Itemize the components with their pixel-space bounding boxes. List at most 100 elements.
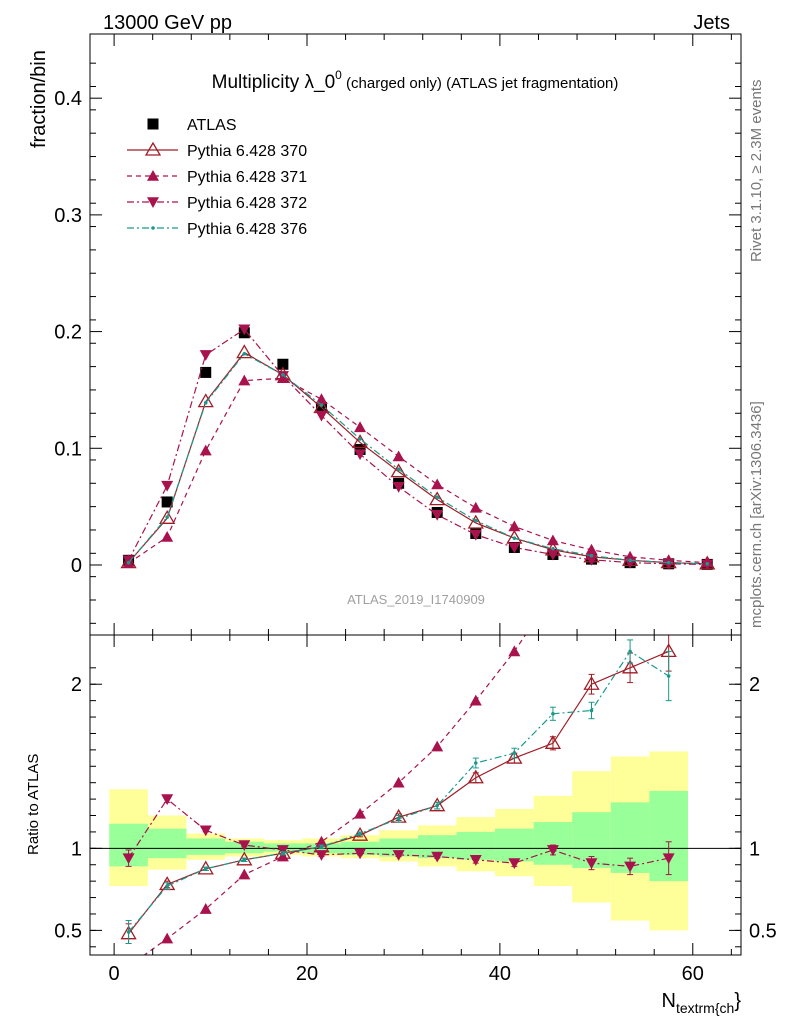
- y-tick-label: 0.1: [54, 438, 82, 460]
- uncertainty-band-green: [379, 838, 418, 857]
- ratio-point: [123, 960, 135, 971]
- ratio-plot-area: [90, 383, 741, 971]
- ratio-point: [354, 807, 367, 819]
- series-2: [122, 372, 714, 569]
- ratio-point: [199, 903, 212, 914]
- uncertainty-band-green: [417, 835, 457, 859]
- series-line: [128, 328, 708, 565]
- ratio-point: [429, 797, 446, 812]
- series-3: [122, 324, 714, 571]
- series-line: [128, 377, 708, 564]
- ratio-point: [508, 858, 521, 870]
- uncertainty-band-green: [147, 828, 187, 859]
- data-point: [431, 510, 444, 521]
- ratio-y-axis: 0.5 0.5 1 1 2 2: [54, 667, 777, 948]
- ratio-point: [161, 932, 174, 944]
- legend-marker: [144, 141, 162, 156]
- data-point: [589, 553, 594, 558]
- y-tick-label: 0: [71, 555, 82, 577]
- series-1: [120, 344, 716, 570]
- ratio-series-2: [122, 794, 675, 876]
- data-point: [126, 560, 131, 565]
- ratio-point: [281, 851, 285, 856]
- ratio-panel: 0.5 0.5 1 1 2 2 0 20 40 60 Ratio to ATLAS: [25, 383, 777, 985]
- ratio-point: [628, 649, 632, 654]
- data-point: [315, 393, 328, 405]
- ratio-point: [319, 844, 324, 849]
- data-point: [197, 393, 214, 408]
- x-tick-label: 60: [682, 963, 704, 985]
- mcplots-reference-label: mcplots.cern.ch [arXiv:1306.3436]: [748, 401, 765, 628]
- series-0: [123, 327, 713, 570]
- series-4: [126, 351, 710, 566]
- data-point: [435, 495, 440, 500]
- ratio-point: [467, 769, 484, 784]
- data-point: [469, 501, 482, 513]
- legend-item: Pythia 6.428 370: [127, 141, 307, 160]
- ratio-point: [585, 858, 598, 870]
- legend-label: Pythia 6.428 376: [187, 221, 307, 238]
- data-point: [319, 403, 324, 407]
- ratio-point: [508, 645, 521, 657]
- ratio-point: [547, 588, 559, 599]
- legend-item: Pythia 6.428 376: [127, 221, 307, 238]
- data-point: [161, 530, 174, 542]
- ratio-point: [512, 751, 517, 755]
- legend-marker: [151, 226, 155, 230]
- data-point: [199, 444, 212, 456]
- ratio-point: [315, 835, 328, 847]
- data-point: [546, 534, 559, 546]
- data-point: [546, 549, 559, 561]
- ratio-point: [396, 816, 401, 821]
- data-point: [161, 480, 174, 492]
- data-point: [512, 536, 517, 540]
- legend-label: Pythia 6.428 372: [187, 195, 307, 212]
- ratio-y-tick-label-right: 0.5: [749, 920, 777, 942]
- series-line: [128, 351, 708, 565]
- data-point: [159, 510, 176, 524]
- legend-label: Pythia 6.428 371: [187, 169, 307, 186]
- legend-item: Pythia 6.428 371: [127, 169, 307, 186]
- ratio-point: [663, 383, 675, 394]
- ratio-y-tick-label-right: 1: [749, 838, 760, 860]
- process-label: Jets: [693, 12, 730, 34]
- ratio-point: [506, 749, 523, 764]
- energy-label: 13000 GeV pp: [103, 12, 232, 34]
- main-x-axis-ticks: [113, 34, 732, 635]
- main-plot-area: [120, 324, 716, 571]
- data-point: [200, 366, 212, 378]
- data-point: [236, 344, 253, 359]
- ratio-point: [431, 740, 444, 752]
- ratio-point: [431, 851, 444, 863]
- data-point: [429, 491, 446, 506]
- uncertainty-band-green: [186, 838, 226, 855]
- data-point: [203, 400, 208, 405]
- ratio-y-tick-label: 0.5: [54, 920, 82, 942]
- ratio-y-axis-label: Ratio to ATLAS: [25, 754, 42, 855]
- data-point: [392, 481, 405, 493]
- ratio-point: [586, 531, 598, 542]
- y-tick-label: 0.3: [54, 205, 82, 227]
- ratio-point: [161, 794, 174, 806]
- data-point: [242, 351, 247, 356]
- ratio-point: [315, 850, 328, 861]
- ratio-point: [624, 465, 636, 476]
- ratio-point: [621, 659, 639, 674]
- ratio-point: [238, 840, 251, 852]
- data-point: [165, 515, 169, 519]
- ratio-y-tick-label-right: 2: [749, 674, 760, 696]
- ratio-point: [624, 861, 637, 873]
- ratio-point: [392, 776, 405, 788]
- data-point: [508, 520, 521, 532]
- main-panel: 0 0.1 0.2 0.3 0.4 Multiplicity λ_00 (charged…: [28, 33, 742, 636]
- data-point: [628, 558, 632, 563]
- data-point: [354, 449, 367, 461]
- x-axis-label: Ntextrm{ch}: [662, 990, 742, 1016]
- data-point: [238, 324, 251, 336]
- ratio-point: [199, 825, 212, 837]
- data-point: [392, 450, 405, 462]
- data-point: [467, 514, 484, 529]
- y-tick-label: 0.4: [54, 88, 82, 110]
- main-y-axis-label: fraction/bin: [28, 50, 50, 148]
- ratio-series-1: [123, 383, 675, 971]
